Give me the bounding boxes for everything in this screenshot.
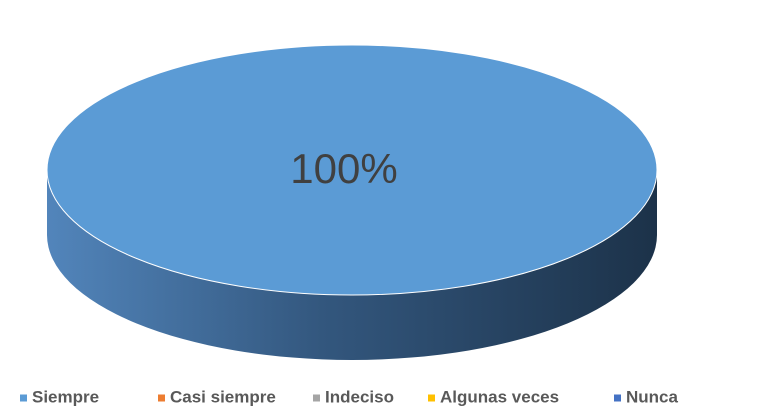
legend-label: Casi siempre: [170, 387, 276, 406]
data-labels: 100%: [290, 145, 397, 192]
legend-swatch: [158, 394, 165, 402]
pie-side: [47, 170, 657, 360]
legend-label: Nunca: [626, 387, 679, 406]
pie: [46, 44, 658, 360]
legend-label: Siempre: [32, 387, 99, 406]
data-label: 100%: [290, 145, 397, 192]
legend: Siempre Casi siempre Indeciso Algunas veces…: [20, 387, 679, 406]
legend-swatch: [20, 394, 27, 402]
legend-swatch: [313, 394, 320, 402]
legend-swatch: [614, 394, 621, 402]
legend-label: Algunas veces: [440, 387, 559, 406]
pie-slice: [46, 44, 658, 296]
legend-swatch: [428, 394, 435, 402]
legend-label: Indeciso: [325, 387, 394, 406]
